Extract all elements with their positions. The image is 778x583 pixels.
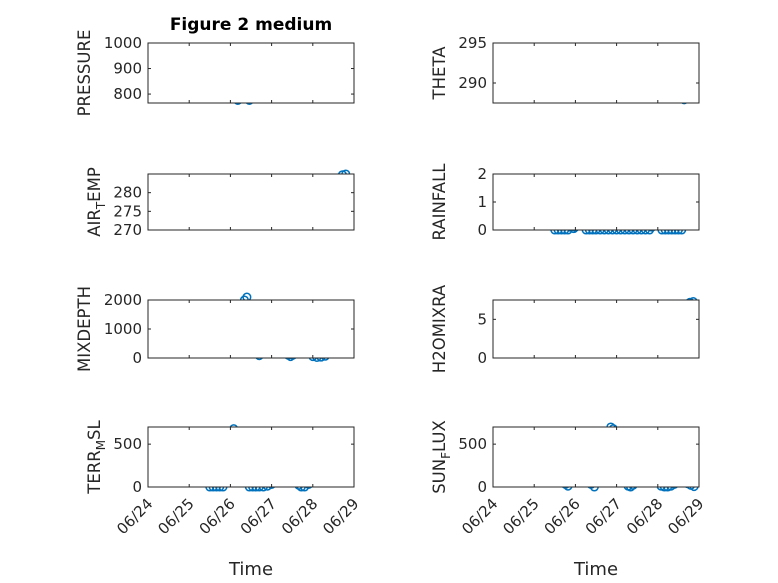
y-tick-label: 500: [113, 435, 142, 453]
axes-frame: [492, 426, 700, 488]
y-tick-label: 1: [477, 193, 487, 211]
x-axis-label: Time: [228, 559, 273, 580]
y-axis-label: THETA: [430, 46, 449, 101]
y-tick-label: 295: [458, 34, 487, 52]
axes-frame: [147, 42, 355, 104]
y-tick-label: 270: [113, 221, 142, 239]
y-axis-label: TERRMSL: [85, 419, 108, 494]
axes-frame: [492, 299, 700, 359]
subplot-4: 0 1 2 RAINFALL: [430, 163, 700, 241]
y-tick-label: 0: [132, 478, 142, 496]
axes-frame: [147, 299, 355, 359]
y-axis-label: SUNFLUX: [430, 420, 453, 494]
subplot-6: 0 5 H2OMIXRA: [430, 284, 700, 373]
y-tick-label: 0: [477, 349, 487, 367]
y-tick-label: 0: [477, 221, 487, 239]
y-tick-label: 1000: [104, 320, 142, 338]
y-axis-label: PRESSURE: [75, 30, 94, 117]
y-tick-label: 5: [477, 310, 487, 328]
figure-title: Figure 2 medium: [170, 15, 332, 35]
y-tick-label: 0: [132, 349, 142, 367]
axes-frame: [147, 173, 355, 231]
y-axis-label: MIXDEPTH: [75, 286, 94, 372]
subplot-5: 0 1000 2000 MIXDEPTH: [75, 286, 355, 372]
y-tick-label: 900: [113, 60, 142, 78]
subplot-8: 0500SUNFLUX06/2406/2506/2606/2706/2806/2…: [430, 420, 707, 580]
y-tick-label: 275: [113, 202, 142, 220]
subplot-2: 290 295 THETA: [430, 34, 700, 105]
y-axis-label: H2OMIXRA: [430, 284, 449, 373]
subplot-1: 800 900 1000 PRESSURE: [75, 30, 355, 117]
y-tick-label: 2000: [104, 291, 142, 309]
y-tick-label: 2: [477, 165, 487, 183]
y-tick-label: 280: [113, 184, 142, 202]
y-axis-label: AIRTEMP: [85, 167, 108, 237]
x-axis-label: Time: [573, 559, 618, 580]
subplot-7: 0500TERRMSL06/2406/2506/2606/2706/2806/2…: [85, 419, 362, 580]
y-axis-label: RAINFALL: [430, 163, 449, 241]
axes-frame: [492, 42, 700, 104]
y-tick-label: 290: [458, 74, 487, 92]
y-tick-label: 800: [113, 85, 142, 103]
y-tick-label: 1000: [104, 34, 142, 52]
axes-frame: [492, 173, 700, 231]
axes-frame: [147, 426, 355, 488]
y-tick-label: 500: [458, 435, 487, 453]
y-tick-label: 0: [477, 478, 487, 496]
